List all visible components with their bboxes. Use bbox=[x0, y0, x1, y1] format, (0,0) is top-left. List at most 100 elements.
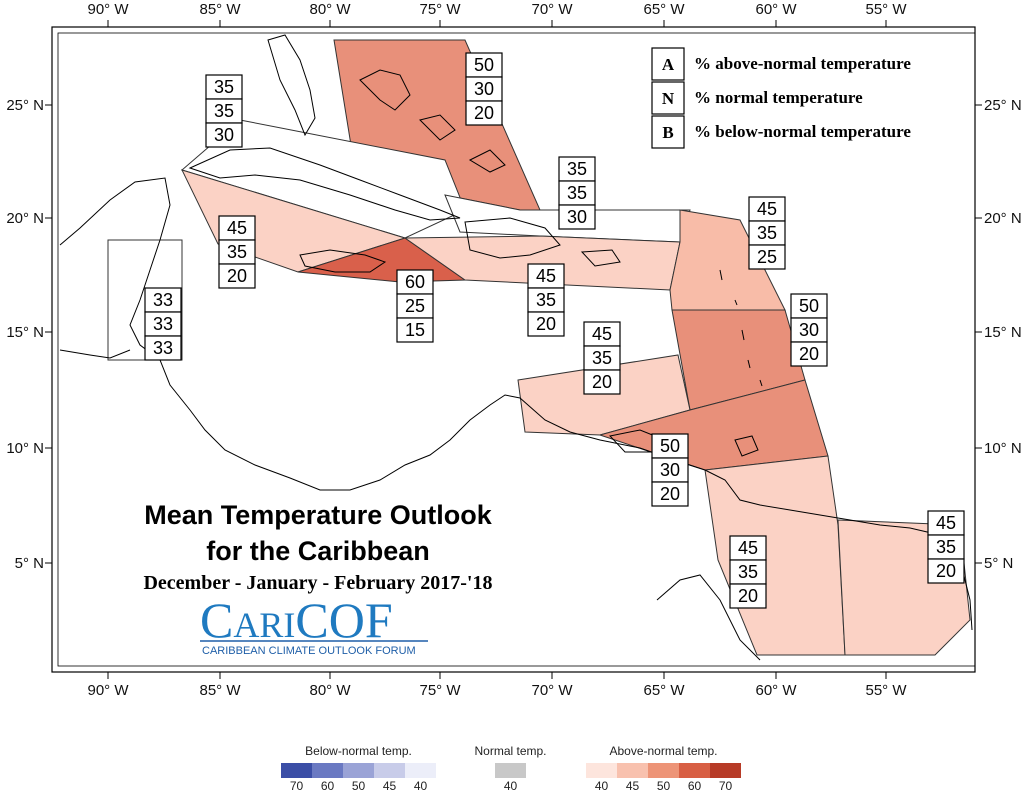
prob-value: 30 bbox=[799, 320, 819, 340]
prob-value: 33 bbox=[153, 338, 173, 358]
latitude-labels-left: 25° N 20° N 15° N 10° N 5° N bbox=[6, 97, 52, 572]
prob-value: 20 bbox=[936, 561, 956, 581]
scale-below-swatch bbox=[312, 763, 343, 778]
scale-above-label: 60 bbox=[688, 779, 702, 791]
lon-label-bottom: 90° W bbox=[87, 682, 129, 699]
scale-below-swatch bbox=[405, 763, 436, 778]
lat-label-left: 20° N bbox=[6, 210, 44, 227]
lat-label-right: 20° N bbox=[984, 210, 1022, 227]
prob-value: 20 bbox=[799, 344, 819, 364]
prob-box-turks-north: 35 35 30 bbox=[558, 156, 596, 230]
map-inner-frame bbox=[57, 32, 976, 667]
prob-value: 15 bbox=[405, 320, 425, 340]
key-letter: A bbox=[662, 55, 675, 74]
prob-box-hispaniola-pr: 45 35 20 bbox=[527, 263, 565, 337]
prob-value: 50 bbox=[474, 55, 494, 75]
prob-box-abc-islands: 45 35 20 bbox=[583, 321, 621, 395]
prob-value: 20 bbox=[738, 586, 758, 606]
scale-above-label: 70 bbox=[719, 779, 733, 791]
lon-label-bottom: 55° W bbox=[865, 682, 907, 699]
prob-value: 50 bbox=[660, 436, 680, 456]
lon-label-bottom: 65° W bbox=[643, 682, 685, 699]
longitude-labels-bottom: 90° W 85° W 80° W 75° W 70° W 65° W 60° W 55° W bbox=[87, 672, 907, 699]
logo-subtitle: CARIBBEAN CLIMATE OUTLOOK FORUM bbox=[202, 645, 416, 657]
lon-label-top: 60° W bbox=[755, 1, 797, 18]
prob-box-bahamas: 50 30 20 bbox=[465, 52, 503, 126]
prob-value: 33 bbox=[153, 314, 173, 334]
prob-value: 45 bbox=[757, 199, 777, 219]
prob-value: 25 bbox=[757, 247, 777, 267]
lat-label-left: 10° N bbox=[6, 440, 44, 457]
title-block: Mean Temperature Outlook for the Caribbe… bbox=[143, 500, 492, 594]
prob-box-cayman-west: 45 35 20 bbox=[218, 215, 256, 289]
prob-value: 35 bbox=[567, 183, 587, 203]
scale-below-swatch bbox=[281, 763, 312, 778]
scale-above-swatch bbox=[586, 763, 617, 778]
prob-box-trinidad: 50 30 20 bbox=[651, 433, 689, 507]
prob-value: 45 bbox=[536, 266, 556, 286]
prob-box-windward: 50 30 20 bbox=[790, 293, 828, 367]
prob-value: 20 bbox=[592, 372, 612, 392]
prob-value: 35 bbox=[214, 101, 234, 121]
prob-value: 45 bbox=[936, 513, 956, 533]
scale-normal-swatch bbox=[495, 763, 526, 778]
lat-label-right: 15° N bbox=[984, 324, 1022, 341]
lon-label-top: 90° W bbox=[87, 1, 129, 18]
prob-value: 45 bbox=[592, 324, 612, 344]
region-cuba bbox=[180, 119, 466, 239]
scale-above-label: 50 bbox=[657, 779, 671, 791]
latitude-labels-right: 25° N 20° N 15° N 10° N 5° N bbox=[975, 97, 1022, 572]
prob-value: 35 bbox=[227, 242, 247, 262]
scale-below-swatch bbox=[343, 763, 374, 778]
scale-below-label: 50 bbox=[352, 779, 366, 791]
lat-label-right: 5° N bbox=[984, 555, 1013, 572]
prob-box-guyana: 45 35 20 bbox=[729, 535, 767, 609]
prob-value: 35 bbox=[936, 537, 956, 557]
prob-value: 45 bbox=[738, 538, 758, 558]
lon-label-top: 75° W bbox=[419, 1, 461, 18]
scale-normal-title: Normal temp. bbox=[474, 744, 546, 758]
prob-box-jamaica: 60 25 15 bbox=[396, 269, 434, 343]
scale-below: Below-normal temp. 70 60 50 45 40 bbox=[281, 744, 436, 791]
prob-value: 50 bbox=[799, 296, 819, 316]
prob-value: 35 bbox=[536, 290, 556, 310]
scale-above-label: 40 bbox=[595, 779, 609, 791]
lon-label-bottom: 85° W bbox=[199, 682, 241, 699]
lon-label-top: 80° W bbox=[309, 1, 351, 18]
lat-label-left: 5° N bbox=[15, 555, 44, 572]
lat-label-left: 25° N bbox=[6, 97, 44, 114]
lon-label-top: 55° W bbox=[865, 1, 907, 18]
prob-value: 35 bbox=[592, 348, 612, 368]
prob-value: 35 bbox=[738, 562, 758, 582]
prob-value: 35 bbox=[214, 77, 234, 97]
lon-label-top: 65° W bbox=[643, 1, 685, 18]
lat-label-left: 15° N bbox=[6, 324, 44, 341]
lon-label-bottom: 60° W bbox=[755, 682, 797, 699]
longitude-labels-top: 90° W 85° W 80° W 75° W 70° W 65° W 60° W 55° W bbox=[87, 1, 907, 27]
key-description: % below-normal temperature bbox=[694, 122, 911, 141]
lon-label-top: 70° W bbox=[531, 1, 573, 18]
lat-label-right: 10° N bbox=[984, 440, 1022, 457]
key-description: % normal temperature bbox=[694, 88, 863, 107]
prob-value: 35 bbox=[567, 159, 587, 179]
scale-above: Above-normal temp. 40 45 50 60 70 bbox=[586, 744, 741, 791]
forecast-period: December - January - February 2017-'18 bbox=[143, 572, 492, 594]
lon-label-top: 85° W bbox=[199, 1, 241, 18]
prob-value: 20 bbox=[536, 314, 556, 334]
lon-label-bottom: 80° W bbox=[309, 682, 351, 699]
prob-box-leeward: 45 35 25 bbox=[748, 196, 786, 270]
title-line-2: for the Caribbean bbox=[206, 536, 430, 566]
scale-above-swatch bbox=[710, 763, 741, 778]
prob-value: 60 bbox=[405, 272, 425, 292]
lon-label-bottom: 70° W bbox=[531, 682, 573, 699]
prob-value: 20 bbox=[660, 484, 680, 504]
key-letter: B bbox=[662, 123, 673, 142]
scale-below-label: 45 bbox=[383, 779, 397, 791]
key-description: % above-normal temperature bbox=[694, 54, 911, 73]
lon-label-bottom: 75° W bbox=[419, 682, 461, 699]
prob-value: 35 bbox=[757, 223, 777, 243]
scale-above-swatch bbox=[617, 763, 648, 778]
